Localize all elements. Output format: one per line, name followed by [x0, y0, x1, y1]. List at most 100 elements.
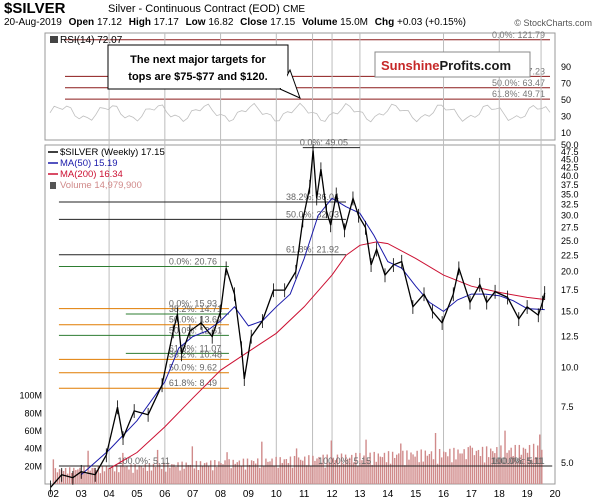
low-value: 16.82	[208, 17, 234, 28]
legend-label: Volume 14,979,900	[60, 180, 142, 191]
x-tick-label: 02	[48, 489, 60, 500]
callout-mask	[109, 72, 287, 88]
price-tick-label: 12.5	[561, 332, 579, 342]
x-tick-label: 03	[76, 489, 88, 500]
chart-subtitle: Silver - Continuous Contract (EOD) CME	[108, 3, 305, 15]
logo-part-1: Sunshine	[381, 58, 440, 73]
price-tick-label: 40.0	[561, 171, 579, 181]
price-tick-label: 10.0	[561, 362, 579, 372]
fib-label: 50.0%: 9.62	[169, 363, 217, 373]
price-line	[50, 150, 546, 488]
fib-100-label: 100.0%: 5.15	[318, 456, 371, 466]
x-tick-label: 08	[215, 489, 227, 500]
x-tick-label: 16	[438, 489, 450, 500]
volume-tick-label: 20M	[24, 461, 42, 471]
fib-label: 0.0%: 49.05	[300, 138, 348, 148]
price-tick-label: 45.0	[561, 155, 579, 165]
x-tick-label: 20	[549, 489, 561, 500]
price-tick-label: 32.5	[561, 200, 579, 210]
x-tick-label: 09	[243, 489, 255, 500]
price-tick-label: 7.5	[561, 402, 574, 412]
fib-label: 61.8%: 8.49	[169, 378, 217, 388]
copyright-stamp: © StockCharts.com	[514, 18, 592, 28]
annotation-callout: The next major targets for tops are $75-$…	[107, 44, 301, 99]
chg-value: +0.03 (+0.15%)	[396, 17, 466, 28]
volume-label: Volume	[302, 17, 338, 28]
price-panel: 50.047.545.042.540.037.535.032.530.0 27.5…	[19, 33, 579, 500]
ohlc-infobar: 20-Aug-2019 Open 17.12 High 17.17 Low 16…	[4, 17, 466, 28]
price-tick-label: 37.5	[561, 180, 579, 190]
price-tick-label: 47.5	[561, 147, 579, 157]
subtitle-text: Silver - Continuous Contract (EOD)	[108, 3, 280, 15]
rsi-legend-swatch	[50, 36, 58, 43]
open-label: Open	[68, 17, 95, 28]
x-tick-label: 04	[104, 489, 116, 500]
chart-title: $SILVER	[4, 0, 66, 17]
price-tick-label: 27.5	[561, 223, 579, 233]
fib-label: 61.8%: 21.92	[286, 245, 339, 255]
x-tick-label: 18	[494, 489, 506, 500]
price-tick-label: 30.0	[561, 211, 579, 221]
logo-text: SunshineProfits.com	[381, 58, 511, 73]
volume-tick-label: 40M	[24, 444, 42, 454]
rsi-fib-label: 0.0%: 121.79	[492, 30, 545, 40]
x-tick-label: 13	[354, 489, 366, 500]
high-value: 17.17	[153, 17, 179, 28]
x-tick-label: 11	[299, 489, 310, 500]
price-tick-label: 42.5	[561, 162, 579, 172]
fib-label: 50.0%: 12.61	[169, 325, 222, 335]
fib-label: 61.8%: 11.07	[169, 343, 221, 353]
legend-label: MA(50) 15.19	[60, 158, 118, 169]
legend-swatch	[50, 182, 56, 189]
fib-100-label: 100.0%: 5.11	[117, 456, 169, 466]
price-tick-label: 50.0	[561, 140, 579, 150]
fib-label: 0.0%: 20.76	[169, 256, 217, 266]
fib-label: 50.0%: 32.03	[286, 209, 339, 219]
rsi-fib-label: 61.8%: 49.71	[492, 89, 545, 99]
ma200-line	[108, 241, 545, 470]
x-tick-label: 05	[131, 489, 143, 500]
price-tick-label: 25.0	[561, 236, 579, 246]
rsi-fib-label: 50.0%: 63.47	[492, 78, 545, 88]
volume-tick-label: 80M	[24, 408, 42, 418]
volume-tick-label: 100M	[19, 391, 42, 401]
volume-tick-label: 60M	[24, 426, 42, 436]
x-tick-label: 15	[410, 489, 422, 500]
price-tick-label: 17.5	[561, 285, 579, 295]
rsi-tick-label: 50	[561, 95, 571, 105]
close-label: Close	[240, 17, 268, 28]
legend-label: $SILVER (Weekly) 17.15	[60, 147, 165, 158]
fib-label: 38.2%: 36.04	[286, 192, 339, 202]
x-tick-label: 17	[466, 489, 478, 500]
price-tick-label: 35.0	[561, 189, 579, 199]
x-tick-label: 07	[187, 489, 199, 500]
price-tick-label: 15.0	[561, 306, 579, 316]
date-value: 20-Aug-2019	[4, 17, 62, 28]
rsi-series-line	[49, 102, 551, 123]
ma50-line	[80, 197, 545, 476]
fib-label: 100.0%: 5.11	[492, 456, 544, 466]
high-label: High	[128, 17, 151, 28]
rsi-legend-label: RSI(14) 72.07	[60, 35, 123, 46]
fib-label: 50.0%: 13.62	[169, 315, 222, 325]
close-value: 17.15	[270, 17, 296, 28]
price-tick-label: 20.0	[561, 267, 579, 277]
legend-label: MA(200) 16.34	[60, 169, 123, 180]
rsi-tick-label: 70	[561, 78, 571, 88]
fib-label: 38.2%: 10.48	[169, 349, 222, 359]
x-tick-label: 19	[522, 489, 534, 500]
price-tick-label: 5.0	[561, 458, 574, 468]
callout-line-2: tops are $75-$77 and $120.	[128, 71, 267, 83]
callout-line-1: The next major targets for	[130, 54, 266, 66]
price-tick-label: 22.5	[561, 250, 579, 260]
logo-part-2: Profits.com	[440, 58, 512, 73]
fib-label: 38.2%: 14.71	[169, 304, 222, 314]
x-tick-label: 06	[159, 489, 171, 500]
open-value: 17.12	[96, 17, 122, 28]
rsi-tick-label: 30	[561, 111, 571, 121]
low-label: Low	[185, 17, 206, 28]
fib-label: 0.0%: 15.93	[169, 299, 217, 309]
x-tick-label: 14	[382, 489, 394, 500]
x-tick-label: 12	[326, 489, 338, 500]
